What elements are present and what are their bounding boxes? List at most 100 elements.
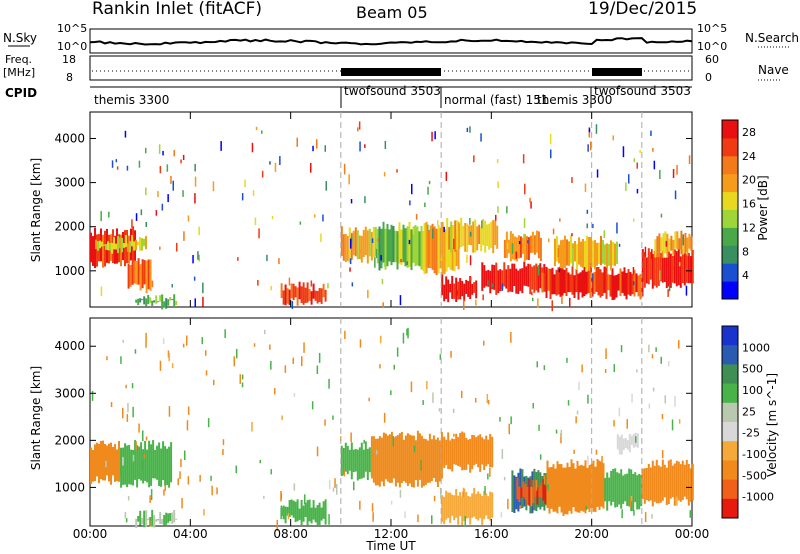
data-cell (662, 233, 665, 258)
data-cell (579, 272, 582, 293)
data-cell (416, 430, 419, 487)
data-cell (396, 435, 399, 483)
data-cell (486, 224, 489, 246)
colorbar-swatch (722, 441, 738, 461)
data-cell (153, 515, 156, 528)
data-cell (358, 235, 361, 260)
data-cell (679, 464, 682, 502)
data-cell (137, 298, 140, 306)
y-tick-label: 4000 (54, 339, 85, 353)
velocity-colorbar-label: Velocity [m s^-1] (765, 373, 779, 477)
sparse-echo (322, 214, 324, 222)
sparse-echo (348, 174, 350, 185)
data-cell (683, 464, 686, 497)
data-cell (656, 236, 659, 258)
data-cell (147, 518, 150, 521)
sparse-echo (433, 495, 436, 502)
sparse-echo (159, 360, 162, 371)
sparse-echo (343, 163, 346, 175)
data-cell (364, 226, 367, 256)
data-cell (159, 295, 162, 302)
sparse-echo (482, 294, 484, 301)
sparse-echo (632, 281, 635, 286)
sparse-echo (497, 181, 499, 189)
sparse-echo (239, 374, 241, 384)
sparse-echo (678, 340, 680, 349)
data-cell (400, 431, 403, 483)
sparse-echo (462, 491, 464, 497)
sparse-echo (150, 489, 153, 501)
sparse-echo (258, 228, 260, 239)
data-cell (669, 253, 672, 288)
data-cell (412, 435, 415, 488)
data-cell (637, 275, 640, 297)
sparse-echo (115, 159, 118, 163)
data-cell (641, 468, 644, 499)
colorbar-swatch (722, 227, 738, 246)
data-cell (404, 435, 407, 483)
data-cell (356, 230, 359, 260)
sparse-echo (236, 348, 238, 359)
sparse-echo (127, 403, 129, 413)
data-cell (507, 265, 510, 293)
sparse-echo (159, 246, 161, 250)
sparse-echo (426, 381, 428, 390)
data-cell (443, 496, 446, 525)
sparse-echo (150, 520, 152, 527)
sparse-echo (132, 454, 135, 462)
data-cell (515, 237, 518, 262)
nsky-right-tick-high: 10^5 (697, 22, 727, 35)
sparse-echo (500, 512, 503, 518)
data-cell (453, 439, 456, 465)
data-cell (653, 465, 656, 502)
data-cell (523, 234, 526, 261)
data-cell (640, 474, 643, 507)
data-cell (670, 235, 673, 251)
sparse-echo (244, 179, 246, 188)
sparse-echo (380, 255, 382, 261)
sparse-echo (149, 495, 151, 503)
data-cell (591, 273, 594, 297)
data-cell (479, 434, 482, 472)
data-cell (466, 223, 469, 253)
sparse-echo (411, 183, 413, 195)
sparse-echo (194, 163, 196, 172)
sparse-echo (310, 280, 313, 287)
data-cell (509, 268, 512, 292)
colorbar-tick-label: 28 (742, 126, 756, 139)
data-cell (655, 459, 658, 504)
data-cell (598, 242, 600, 264)
data-cell (453, 495, 456, 521)
data-cell (490, 221, 493, 248)
data-cell (661, 459, 664, 501)
data-cell (665, 467, 668, 505)
sparse-echo (518, 241, 521, 245)
sparse-echo (124, 130, 127, 138)
data-cell (164, 446, 167, 486)
sparse-echo (636, 188, 639, 194)
sparse-echo (652, 387, 655, 392)
data-cell (481, 495, 484, 525)
sparse-echo (359, 500, 361, 510)
data-cell (483, 491, 486, 520)
data-cell (611, 268, 614, 300)
sparse-echo (506, 242, 509, 250)
sparse-echo (644, 512, 647, 522)
sparse-echo (469, 231, 472, 237)
data-cell (467, 281, 470, 297)
sparse-echo (253, 343, 256, 347)
data-cell (634, 472, 637, 503)
data-cell (589, 266, 592, 298)
data-cell (449, 440, 452, 470)
x-tick-label: 12:00 (374, 527, 409, 541)
sparse-echo (543, 475, 546, 485)
sparse-echo (413, 445, 416, 453)
data-cell (542, 479, 545, 501)
sparse-echo (257, 280, 259, 286)
sparse-echo (349, 267, 351, 272)
data-cell (461, 280, 464, 297)
sparse-echo (409, 200, 411, 206)
sparse-echo (407, 327, 409, 339)
data-cell (111, 242, 113, 254)
sparse-echo (463, 299, 465, 310)
